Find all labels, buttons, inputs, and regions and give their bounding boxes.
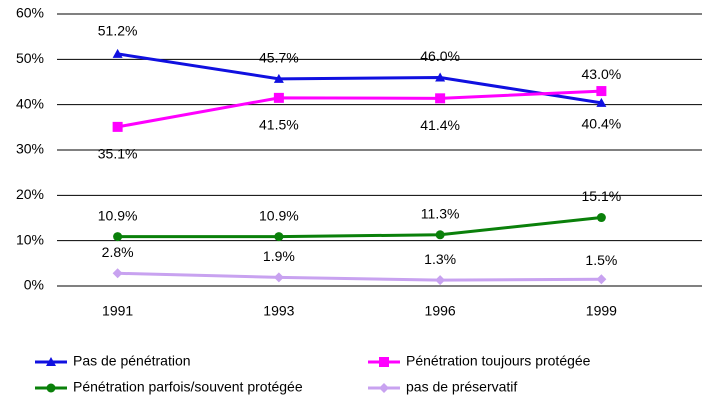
x-tick-label: 1996 xyxy=(425,303,456,319)
y-tick-label: 60% xyxy=(16,5,44,21)
marker xyxy=(435,230,445,240)
y-tick-label: 50% xyxy=(16,50,44,66)
y-tick-label: 30% xyxy=(16,141,44,157)
series-line xyxy=(117,52,602,105)
legend-label: Pénétration parfois/souvent protégée xyxy=(73,379,303,395)
data-label: 1.3% xyxy=(424,251,456,267)
x-tick-label: 1991 xyxy=(102,303,133,319)
marker xyxy=(112,48,123,58)
y-tick-label: 20% xyxy=(16,186,44,202)
data-label: 41.4% xyxy=(420,117,460,133)
marker xyxy=(435,275,446,286)
marker xyxy=(46,383,56,393)
marker xyxy=(273,73,284,83)
marker xyxy=(596,97,607,107)
marker xyxy=(273,272,284,283)
legend-label: Pas de pénétration xyxy=(73,353,191,369)
y-tick-label: 0% xyxy=(24,277,44,293)
data-label: 1.9% xyxy=(263,248,295,264)
marker xyxy=(112,268,123,279)
data-label: 41.5% xyxy=(259,117,299,133)
data-label: 43.0% xyxy=(582,66,622,82)
data-label: 46.0% xyxy=(420,48,460,64)
data-label: 40.4% xyxy=(582,116,622,132)
marker xyxy=(596,213,606,223)
legend-label: Pénétration toujours protégée xyxy=(406,353,591,369)
x-tick-label: 1999 xyxy=(586,303,617,319)
data-label: 11.3% xyxy=(421,205,460,221)
y-tick-label: 10% xyxy=(16,231,44,247)
marker xyxy=(112,121,123,132)
data-label: 2.8% xyxy=(102,244,134,260)
marker xyxy=(113,232,123,242)
marker xyxy=(596,86,607,97)
data-label: 45.7% xyxy=(259,50,299,66)
marker xyxy=(379,383,389,393)
legend-label: pas de préservatif xyxy=(406,379,517,395)
marker xyxy=(435,72,446,82)
data-label: 10.9% xyxy=(98,207,138,223)
data-label: 35.1% xyxy=(98,146,138,162)
data-label: 15.1% xyxy=(582,188,622,204)
marker xyxy=(273,92,284,103)
marker xyxy=(596,274,607,285)
series-line xyxy=(117,89,602,129)
y-tick-label: 40% xyxy=(16,95,44,111)
series-line xyxy=(117,271,602,282)
marker xyxy=(379,357,389,367)
data-label: 51.2% xyxy=(98,23,138,39)
marker xyxy=(435,93,446,104)
data-label: 1.5% xyxy=(585,252,617,268)
marker xyxy=(46,357,56,366)
marker xyxy=(274,232,284,242)
data-label: 10.9% xyxy=(259,207,299,223)
x-tick-label: 1993 xyxy=(263,303,294,319)
series-line xyxy=(117,216,602,239)
